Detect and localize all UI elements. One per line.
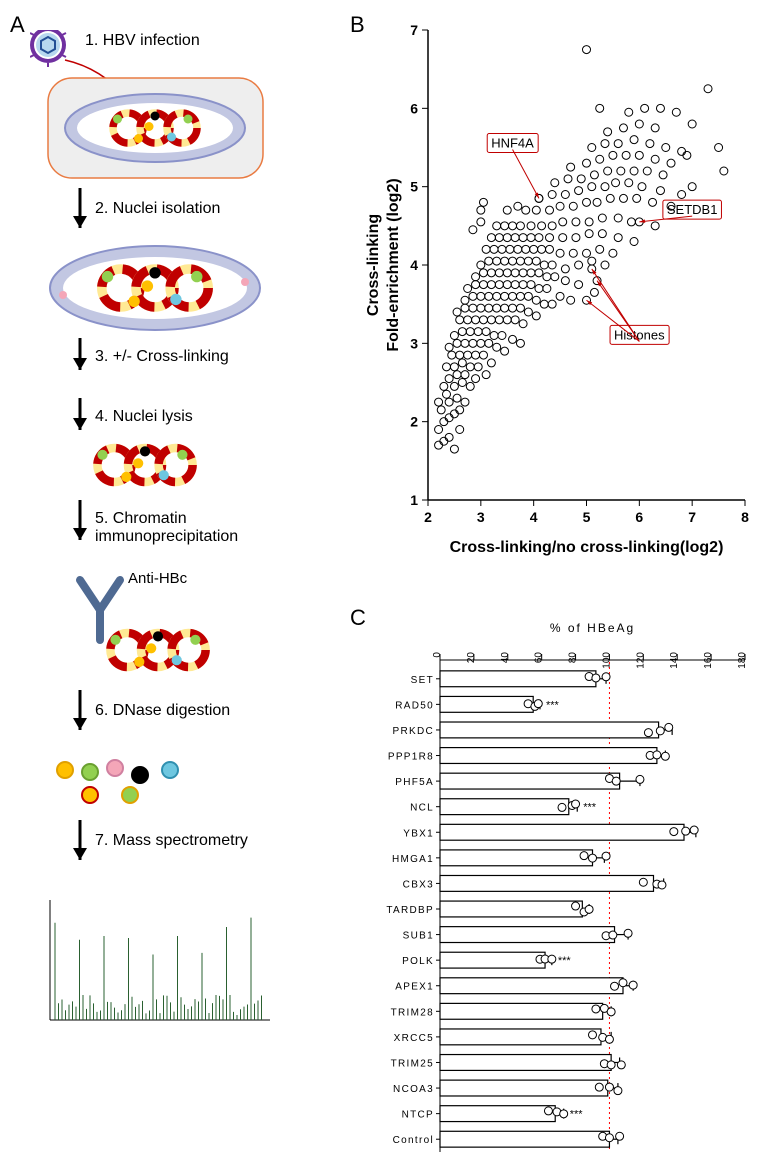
svg-text:5: 5 xyxy=(583,509,591,525)
panel-c-bars: 0 20 40 60 80 100 120 140 160 180 % of HBeAg SET RAD… xyxy=(365,620,765,1160)
svg-text:YBX1: YBX1 xyxy=(403,828,434,839)
svg-text:***: *** xyxy=(583,802,597,814)
svg-text:4: 4 xyxy=(410,257,418,273)
step-6-text: 6. DNase digestion xyxy=(95,702,230,720)
svg-text:20: 20 xyxy=(466,652,477,664)
step-3-text: 3. +/- Cross-linking xyxy=(95,348,229,366)
svg-text:1: 1 xyxy=(410,492,418,508)
step-4-text: 4. Nuclei lysis xyxy=(95,408,193,426)
svg-text:4: 4 xyxy=(530,509,538,525)
svg-text:XRCC5: XRCC5 xyxy=(394,1033,434,1044)
svg-text:Fold-enrichment (log2): Fold-enrichment (log2) xyxy=(385,178,402,351)
svg-text:3: 3 xyxy=(477,509,485,525)
svg-text:7: 7 xyxy=(688,509,696,525)
svg-text:100: 100 xyxy=(601,652,612,669)
svg-text:0: 0 xyxy=(432,652,443,658)
svg-text:6: 6 xyxy=(410,100,418,116)
svg-text:40: 40 xyxy=(500,652,511,664)
panel-label-c: C xyxy=(350,605,366,631)
svg-text:140: 140 xyxy=(669,652,680,669)
svg-text:Histones: Histones xyxy=(614,327,665,342)
svg-text:120: 120 xyxy=(635,652,646,669)
svg-text:Cross-linking: Cross-linking xyxy=(365,214,382,316)
svg-text:2: 2 xyxy=(424,509,432,525)
svg-text:PHF5A: PHF5A xyxy=(395,777,434,788)
step-7-text: 7. Mass spectrometry xyxy=(95,832,248,850)
panel-label-a: A xyxy=(10,12,25,38)
svg-text:SET: SET xyxy=(411,675,434,686)
svg-text:60: 60 xyxy=(534,652,545,664)
svg-text:PPP1R8: PPP1R8 xyxy=(388,752,434,763)
svg-text:5: 5 xyxy=(410,179,418,195)
svg-text:3: 3 xyxy=(410,335,418,351)
svg-text:8: 8 xyxy=(741,509,749,525)
svg-text:PRKDC: PRKDC xyxy=(392,726,434,737)
svg-text:TRIM25: TRIM25 xyxy=(391,1058,434,1069)
svg-text:TARDBP: TARDBP xyxy=(386,905,434,916)
svg-text:Cross-linking/no cross-linking: Cross-linking/no cross-linking(log2) xyxy=(450,539,724,556)
step-2-text: 2. Nuclei isolation xyxy=(95,200,220,218)
svg-text:NTCP: NTCP xyxy=(402,1110,434,1121)
panel-a-workflow: 1. HBV infection 2. Nuclei isolation 3. … xyxy=(30,30,340,1130)
panel-b-scatter: 23456781234567Cross-linking/no cross-lin… xyxy=(360,20,760,570)
svg-text:NCL: NCL xyxy=(410,803,434,814)
svg-text:7: 7 xyxy=(410,22,418,38)
svg-text:HMGA1: HMGA1 xyxy=(392,854,434,865)
svg-text:SUB1: SUB1 xyxy=(403,931,434,942)
svg-text:% of HBeAg: % of HBeAg xyxy=(550,621,635,635)
svg-text:***: *** xyxy=(570,1109,584,1121)
svg-text:180: 180 xyxy=(737,652,748,669)
svg-text:***: *** xyxy=(546,699,560,711)
bar-svg: 0 20 40 60 80 100 120 140 160 180 % of HBeAg SET RAD… xyxy=(365,620,765,1160)
svg-text:CBX3: CBX3 xyxy=(403,879,434,890)
svg-text:NCOA3: NCOA3 xyxy=(393,1084,434,1095)
svg-text:POLK: POLK xyxy=(402,956,434,967)
svg-text:Control: Control xyxy=(393,1135,434,1146)
svg-text:***: *** xyxy=(558,955,572,967)
antibody-label: Anti-HBc xyxy=(128,570,187,587)
step-5-text: 5. Chromatin immunoprecipitation xyxy=(95,510,255,546)
svg-text:2: 2 xyxy=(410,414,418,430)
svg-text:RAD50: RAD50 xyxy=(395,700,434,711)
svg-text:6: 6 xyxy=(635,509,643,525)
svg-text:APEX1: APEX1 xyxy=(395,982,434,993)
svg-text:160: 160 xyxy=(703,652,714,669)
svg-text:SETDB1: SETDB1 xyxy=(667,202,718,217)
step-1-text: 1. HBV infection xyxy=(85,32,200,50)
svg-text:80: 80 xyxy=(568,652,579,664)
svg-text:TRIM28: TRIM28 xyxy=(391,1007,434,1018)
scatter-svg: 23456781234567Cross-linking/no cross-lin… xyxy=(360,20,760,570)
svg-text:HNF4A: HNF4A xyxy=(491,136,534,151)
